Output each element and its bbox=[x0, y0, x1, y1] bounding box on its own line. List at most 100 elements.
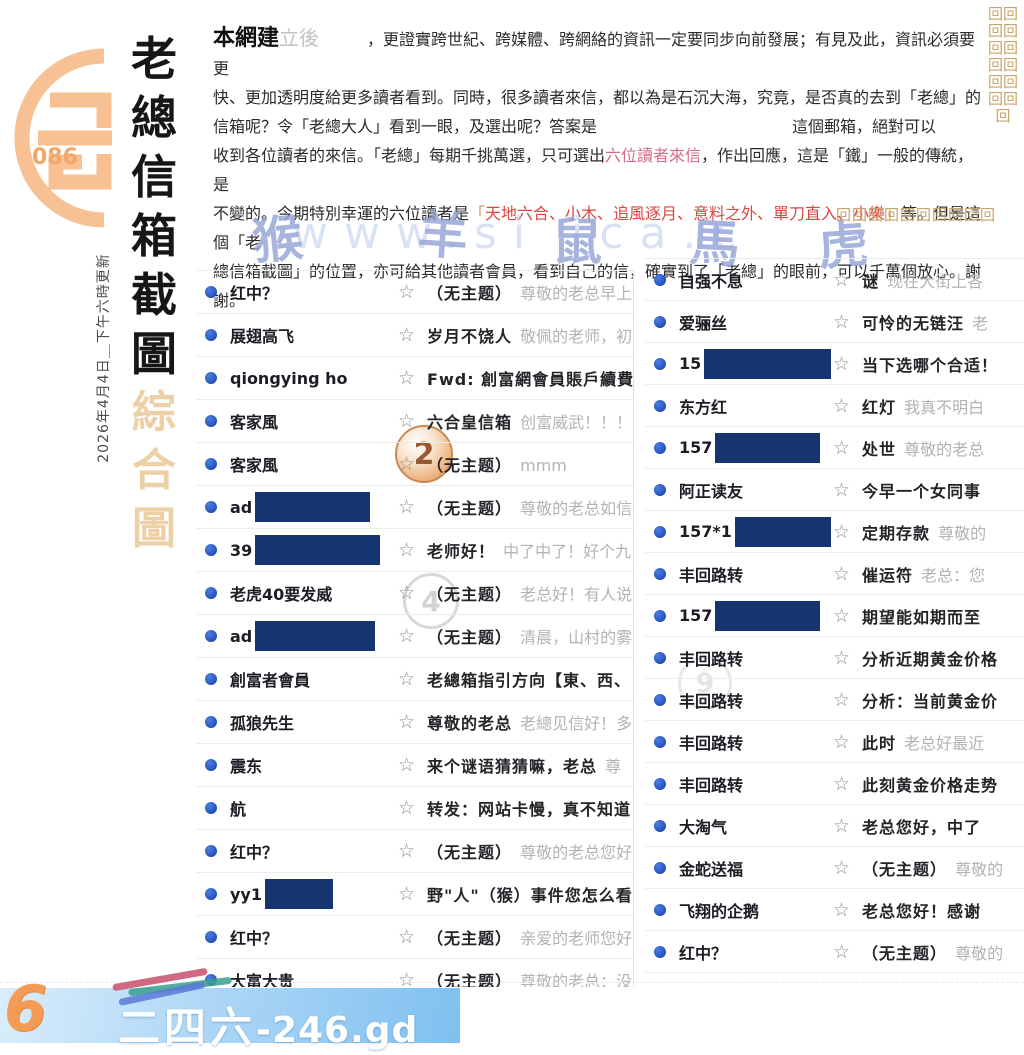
brand-domain: -246.gd bbox=[256, 1010, 419, 1051]
sender-name: 红中？ bbox=[230, 843, 279, 862]
star-icon[interactable]: ☆ bbox=[833, 520, 851, 543]
subject-preview: 老總见信好！多 bbox=[520, 714, 633, 733]
subject-bold: 当下选哪个合适！ bbox=[862, 355, 999, 375]
redacted-sender-box bbox=[255, 492, 371, 522]
star-icon[interactable]: ☆ bbox=[398, 754, 416, 776]
longevity-logo-glyph: 086 bbox=[14, 48, 112, 228]
subject-text: 定期存款 尊敬的 bbox=[862, 520, 1024, 544]
subject-bold: 此时 bbox=[862, 733, 897, 753]
star-icon[interactable]: ☆ bbox=[398, 410, 416, 432]
unread-dot-icon bbox=[654, 483, 666, 496]
mail-row[interactable]: 客家風 ☆ （无主题） mmm bbox=[196, 443, 633, 486]
mail-row[interactable]: 39 ☆ 老师好！ 中了中了！好个九 bbox=[196, 529, 633, 572]
mail-row[interactable]: 航 ☆ 转发：网站卡慢，真不知道 bbox=[196, 787, 633, 830]
star-icon[interactable]: ☆ bbox=[398, 367, 416, 389]
mail-row[interactable]: 客家風 ☆ 六合皇信箱 创富威武！！！ bbox=[196, 400, 633, 443]
mail-row[interactable]: 大淘气 ☆ 老总您好，中了 bbox=[645, 805, 1024, 847]
star-icon[interactable]: ☆ bbox=[398, 625, 416, 647]
star-icon[interactable]: ☆ bbox=[833, 730, 851, 753]
subject-bold: 老總箱指引方向【東、西、 bbox=[427, 671, 632, 690]
mail-row[interactable]: 爱骊丝 ☆ 可怜的无链汪老 bbox=[645, 301, 1024, 343]
redacted-sender-box bbox=[265, 879, 333, 909]
mail-row[interactable]: 红中？ ☆ （无主题） 亲爱的老师您好， bbox=[196, 916, 633, 959]
subject-text: 岁月不饶人 敬佩的老师，初 bbox=[427, 323, 633, 347]
star-icon[interactable]: ☆ bbox=[833, 268, 851, 291]
subject-text: 期望能如期而至 bbox=[862, 604, 1024, 628]
star-icon[interactable]: ☆ bbox=[398, 797, 416, 819]
quote-bracket: 「 bbox=[469, 204, 486, 223]
title-char: 總 bbox=[131, 91, 177, 145]
mail-row[interactable]: 丰回路转 ☆ 此时 老总好最近 bbox=[645, 721, 1024, 763]
star-icon[interactable]: ☆ bbox=[398, 324, 416, 346]
star-icon[interactable]: ☆ bbox=[398, 582, 416, 604]
mail-row[interactable]: 157 ☆ 处世 尊敬的老总 bbox=[645, 427, 1024, 469]
unread-dot-icon bbox=[654, 525, 666, 538]
star-icon[interactable]: ☆ bbox=[833, 604, 851, 627]
star-icon[interactable]: ☆ bbox=[833, 983, 850, 987]
star-icon[interactable]: ☆ bbox=[398, 539, 416, 561]
subject-text: Fwd: 創富網會員賬戶續費 bbox=[427, 366, 633, 390]
star-icon[interactable]: ☆ bbox=[833, 394, 851, 417]
star-icon[interactable]: ☆ bbox=[398, 281, 416, 303]
star-icon[interactable]: ☆ bbox=[398, 840, 416, 862]
star-icon[interactable]: ☆ bbox=[833, 436, 851, 459]
star-icon[interactable]: ☆ bbox=[833, 310, 851, 333]
star-icon[interactable]: ☆ bbox=[833, 940, 851, 963]
redacted-sender-box bbox=[715, 432, 821, 463]
mail-row[interactable]: 大富大贵 ☆ （无主题） 尊敬的老总：没加 bbox=[196, 959, 633, 987]
subject-bold: 谜 bbox=[862, 271, 880, 291]
mail-row[interactable]: 震东 ☆ 来个谜语猜猜嘛，老总尊 bbox=[196, 744, 633, 787]
star-icon[interactable]: ☆ bbox=[398, 668, 416, 690]
mail-row[interactable]: yy1 ☆ 野"人"（猴）事件您怎么看 bbox=[196, 873, 633, 916]
sender-name: 震东 bbox=[230, 757, 263, 776]
mail-row[interactable]: 157 ☆ 期望能如期而至 bbox=[645, 595, 1024, 637]
star-icon[interactable]: ☆ bbox=[833, 814, 851, 837]
star-icon[interactable]: ☆ bbox=[833, 898, 851, 921]
star-icon[interactable]: ☆ bbox=[398, 496, 416, 518]
mail-row[interactable]: 阿正读友 ☆ 今早一个女同事 bbox=[645, 469, 1024, 511]
star-icon[interactable]: ☆ bbox=[833, 856, 851, 879]
star-icon[interactable]: ☆ bbox=[398, 926, 416, 948]
mail-row[interactable]: 丰回路转 ☆ 分析近期黄金价格 bbox=[645, 637, 1024, 679]
mail-row[interactable]: 157*1 ☆ 定期存款 尊敬的 bbox=[645, 511, 1024, 553]
mail-row[interactable]: 剧山 ☆ 相信！相信！ 老 bbox=[645, 973, 1024, 987]
mail-row[interactable]: 红中？ ☆ （无主题） 尊敬的 bbox=[645, 931, 1024, 973]
star-icon[interactable]: ☆ bbox=[398, 453, 416, 475]
unread-dot-icon bbox=[205, 759, 217, 771]
mail-row[interactable]: 丰回路转 ☆ 分析：当前黄金价 bbox=[645, 679, 1024, 721]
star-icon[interactable]: ☆ bbox=[398, 969, 416, 987]
star-icon[interactable]: ☆ bbox=[833, 478, 851, 501]
star-icon[interactable]: ☆ bbox=[833, 772, 851, 795]
mail-row[interactable]: 红中？ ☆ （无主题） 尊敬的老总早上好 bbox=[196, 271, 633, 314]
unread-dot-icon bbox=[205, 845, 217, 857]
star-icon[interactable]: ☆ bbox=[833, 352, 851, 375]
sender-name: yy1 bbox=[230, 879, 396, 909]
subject-bold: 转发：网站卡慢，真不知道 bbox=[427, 800, 632, 819]
mail-row[interactable]: 老虎40要发威 ☆ （无主题） 老总好！有人说， bbox=[196, 572, 633, 615]
mail-row[interactable]: 創富者會員 ☆ 老總箱指引方向【東、西、 bbox=[196, 658, 633, 701]
mail-row[interactable]: 15 ☆ 当下选哪个合适！ bbox=[645, 343, 1024, 385]
star-icon[interactable]: ☆ bbox=[833, 562, 851, 585]
subject-text: 老师好！ 中了中了！好个九 bbox=[427, 538, 633, 562]
intro-line-5: 不變的。今期特別幸運的六位讀者是「天地六合、小木、追風逐月、意料之外、單刀直入、… bbox=[213, 199, 988, 257]
mail-row[interactable]: ad ☆ （无主题） 尊敬的老总如信好 bbox=[196, 486, 633, 529]
mail-row[interactable]: 丰回路转 ☆ 催运符 老总：您 bbox=[645, 553, 1024, 595]
mail-row[interactable]: 金蛇送福 ☆ （无主题） 尊敬的 bbox=[645, 847, 1024, 889]
mail-row[interactable]: 飞翔的企鹅 ☆ 老总您好！感谢 bbox=[645, 889, 1024, 931]
mail-row[interactable]: 展翅高飞 ☆ 岁月不饶人 敬佩的老师，初 bbox=[196, 314, 633, 357]
mail-row[interactable]: 自强不息 ☆ 谜现在大街上各 bbox=[645, 259, 1024, 301]
stamp-number-9: 9 bbox=[678, 656, 732, 710]
mail-row[interactable]: 红中？ ☆ （无主题） 尊敬的老总您好！ bbox=[196, 830, 633, 873]
star-icon[interactable]: ☆ bbox=[833, 688, 851, 711]
star-icon[interactable]: ☆ bbox=[398, 711, 416, 733]
mail-row[interactable]: 东方红 ☆ 红灯 我真不明白 bbox=[645, 385, 1024, 427]
subject-text: 分析：当前黄金价 bbox=[862, 688, 1024, 712]
mail-row[interactable]: 丰回路转 ☆ 此刻黄金价格走势 bbox=[645, 763, 1024, 805]
mail-row[interactable]: 孤狼先生 ☆ 尊敬的老总 老總见信好！多 bbox=[196, 701, 633, 744]
subject-text: 六合皇信箱 创富威武！！！ bbox=[427, 409, 633, 433]
star-icon[interactable]: ☆ bbox=[398, 883, 416, 905]
stamp-number-2: 2 bbox=[395, 425, 453, 483]
mail-row[interactable]: ad ☆ （无主题） 清晨，山村的雾气 bbox=[196, 615, 633, 658]
star-icon[interactable]: ☆ bbox=[833, 646, 851, 669]
mail-row[interactable]: qiongying ho ☆ Fwd: 創富網會員賬戶續費 bbox=[196, 357, 633, 400]
